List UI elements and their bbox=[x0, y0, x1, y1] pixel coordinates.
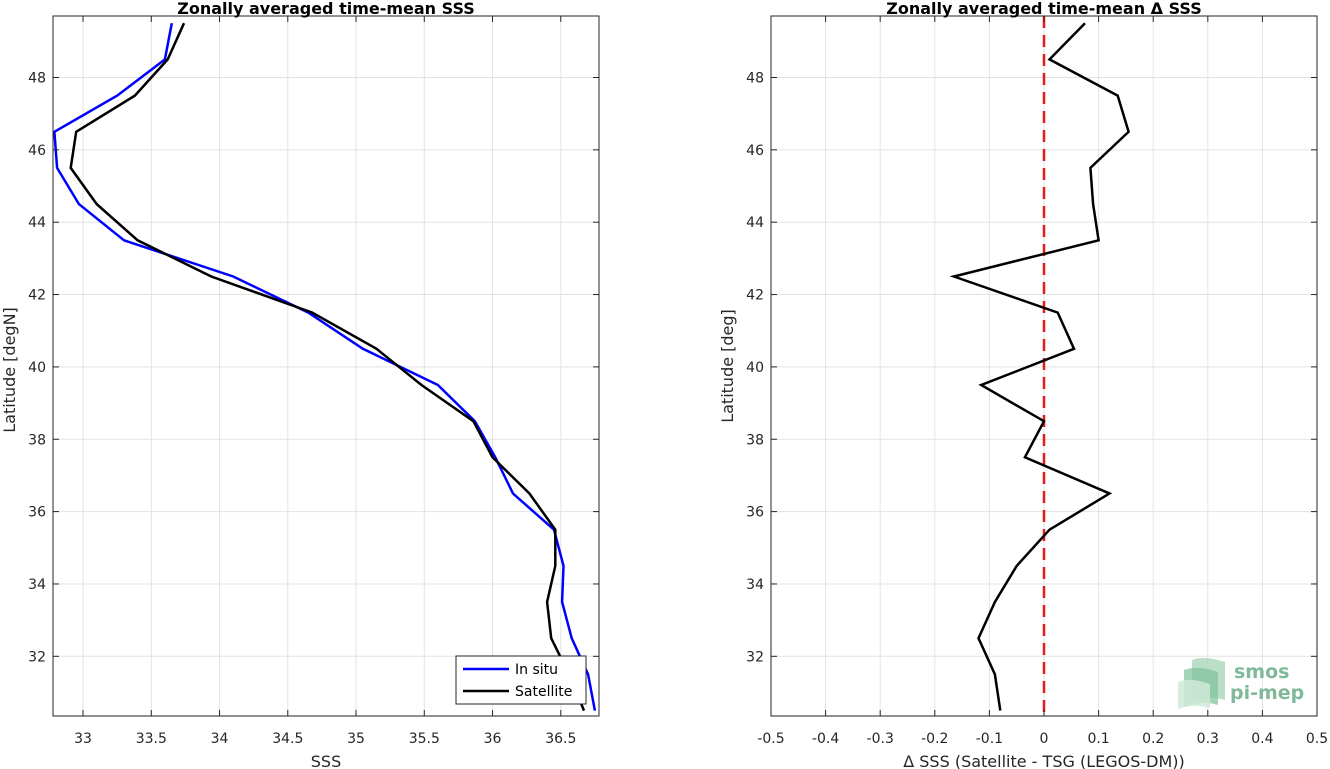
y-tick-label: 42 bbox=[28, 288, 46, 304]
x-tick-label: 34 bbox=[211, 731, 229, 747]
series-group bbox=[53, 22, 597, 712]
axes-box bbox=[52, 15, 600, 717]
y-tick-label: 44 bbox=[28, 215, 46, 231]
sss-profile-panel: 33 33.5 34 34.5 35 35.5 36 36.5 32 34 36 38 40 42 44 46… bbox=[0, 0, 600, 769]
x-tick-label: 35.5 bbox=[409, 731, 440, 747]
y-tick-label: 44 bbox=[746, 215, 764, 231]
y-tick-label: 36 bbox=[28, 505, 46, 521]
smos-pi-mep-logo: smos pi-mep bbox=[1178, 657, 1304, 709]
x-tick-label: 0.3 bbox=[1197, 731, 1219, 747]
y-tick-label: 34 bbox=[746, 577, 764, 593]
x-tick-label: 0.2 bbox=[1142, 731, 1164, 747]
y-tick-label: 42 bbox=[746, 288, 764, 304]
y-tick-label: 38 bbox=[28, 432, 46, 448]
chart-title: Zonally averaged time-mean Δ SSS bbox=[886, 0, 1202, 18]
x-tick-label: 34.5 bbox=[272, 731, 303, 747]
y-tick-label: 34 bbox=[28, 577, 46, 593]
x-axis-label: Δ SSS (Satellite - TSG (LEGOS-DM)) bbox=[903, 752, 1185, 769]
y-tick-label: 46 bbox=[746, 143, 764, 159]
grid bbox=[53, 16, 599, 716]
x-tick-label: -0.2 bbox=[921, 731, 948, 747]
tick-labels: -0.5 -0.4 -0.3 -0.2 -0.1 0 0.1 0.2 0.3 0.4 0.5 32 34… bbox=[746, 16, 1328, 747]
tick-labels: 33 33.5 34 34.5 35 35.5 36 36.5 32 34 36 38 40 42 44 46… bbox=[28, 16, 599, 747]
y-tick-label: 32 bbox=[746, 649, 764, 665]
y-tick-label: 40 bbox=[746, 360, 764, 376]
x-tick-label: 0.1 bbox=[1087, 731, 1109, 747]
x-tick-label: -0.5 bbox=[757, 731, 784, 747]
x-tick-label: -0.4 bbox=[812, 731, 839, 747]
x-tick-label: 36.5 bbox=[545, 731, 576, 747]
delta-sss-panel: -0.5 -0.4 -0.3 -0.2 -0.1 0 0.1 0.2 0.3 0.4 0.5 32 34… bbox=[718, 0, 1328, 769]
y-tick-label: 36 bbox=[746, 505, 764, 521]
y-tick-label: 48 bbox=[746, 70, 764, 86]
x-tick-label: -0.1 bbox=[976, 731, 1003, 747]
logo-text-smos: smos bbox=[1234, 661, 1289, 683]
logo-text-pi-mep: pi-mep bbox=[1230, 682, 1304, 704]
series-line-satellite bbox=[69, 22, 586, 712]
y-axis-label: Latitude [degN] bbox=[0, 307, 19, 433]
x-tick-label: 0.5 bbox=[1306, 731, 1328, 747]
y-axis-label: Latitude [deg] bbox=[718, 309, 737, 423]
legend-label-in-situ: In situ bbox=[515, 662, 558, 678]
chart-title: Zonally averaged time-mean SSS bbox=[177, 0, 475, 18]
y-tick-label: 46 bbox=[28, 143, 46, 159]
x-tick-label: 33.5 bbox=[136, 731, 167, 747]
legend-box bbox=[455, 655, 587, 705]
plot-area bbox=[53, 16, 599, 716]
x-tick-label: 35 bbox=[347, 731, 365, 747]
legend: In situ Satellite bbox=[455, 655, 587, 705]
series-line-delta-sss bbox=[949, 22, 1131, 711]
x-axis-label: SSS bbox=[311, 752, 341, 769]
wave-logo-icon bbox=[1178, 657, 1225, 709]
x-tick-label: 33 bbox=[74, 731, 92, 747]
x-tick-label: 0 bbox=[1040, 731, 1049, 747]
y-tick-label: 32 bbox=[28, 649, 46, 665]
y-tick-label: 48 bbox=[28, 70, 46, 86]
y-tick-label: 40 bbox=[28, 360, 46, 376]
x-tick-label: 0.4 bbox=[1251, 731, 1273, 747]
legend-label-satellite: Satellite bbox=[515, 684, 572, 700]
series-group bbox=[949, 22, 1131, 711]
x-tick-label: -0.3 bbox=[867, 731, 894, 747]
y-tick-label: 38 bbox=[746, 432, 764, 448]
x-tick-label: 36 bbox=[484, 731, 502, 747]
